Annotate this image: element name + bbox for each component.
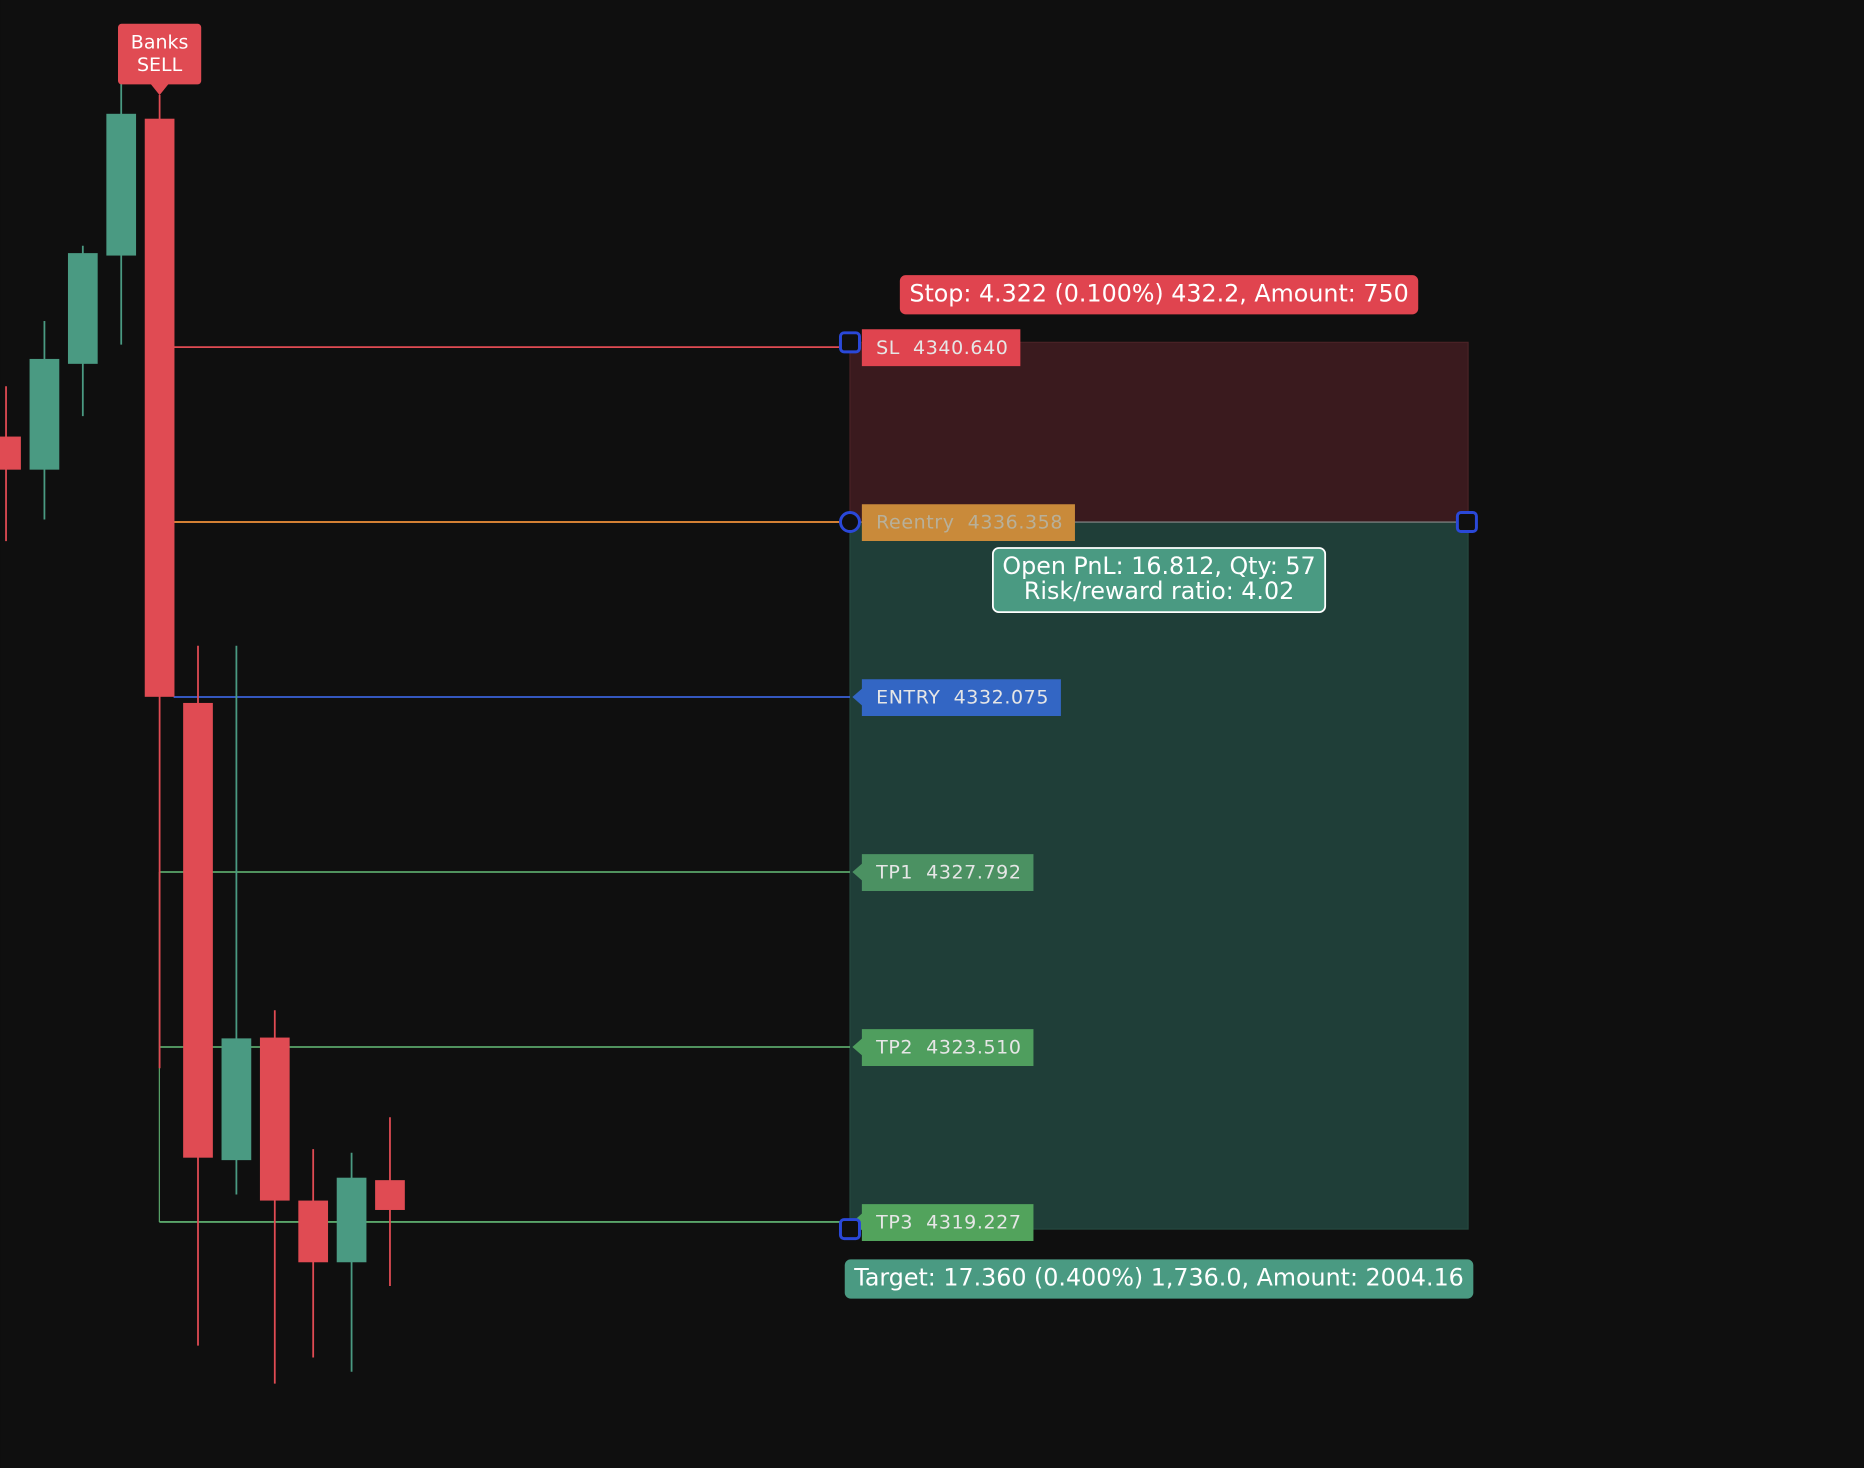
candle-body bbox=[221, 1038, 252, 1161]
pnl-box-text: Open PnL: 16.812, Qty: 57 bbox=[1002, 552, 1315, 580]
level-label-bg bbox=[861, 504, 1075, 542]
level-price: 4323.510 bbox=[926, 1037, 1021, 1059]
target-box: Target: 17.360 (0.400%) 1,736.0, Amount:… bbox=[844, 1259, 1474, 1299]
level-name: ENTRY bbox=[876, 687, 940, 709]
candle-body bbox=[67, 253, 98, 364]
candle-body bbox=[29, 358, 60, 470]
drag-handle[interactable] bbox=[1455, 511, 1478, 534]
level-label: ENTRY 4332.075 bbox=[852, 679, 1061, 717]
level-name: TP2 bbox=[875, 1037, 913, 1059]
drag-handle[interactable] bbox=[838, 1218, 861, 1241]
level-label: SL 4340.640 bbox=[861, 329, 1021, 367]
signal-text: Banks bbox=[131, 31, 189, 53]
level-price: 4319.227 bbox=[926, 1212, 1021, 1234]
candles bbox=[0, 65, 405, 1384]
candle-body bbox=[336, 1177, 367, 1263]
level-labels: SL 4340.640 Reentry 4336.358 ENTRY 4332.075 TP… bbox=[838, 329, 1478, 1241]
level-name: SL bbox=[876, 337, 900, 359]
drag-handle[interactable] bbox=[838, 511, 861, 534]
drag-handle[interactable] bbox=[838, 331, 861, 354]
level-price: 4340.640 bbox=[913, 337, 1008, 359]
level-price: 4332.075 bbox=[954, 687, 1049, 709]
level-name: TP1 bbox=[875, 862, 913, 884]
level-label-bg bbox=[852, 1029, 1034, 1066]
signal-pointer bbox=[150, 83, 170, 96]
target-box-bg bbox=[844, 1259, 1474, 1299]
level-name: TP3 bbox=[875, 1212, 913, 1234]
candle-body bbox=[375, 1180, 405, 1210]
candle-body bbox=[298, 1200, 329, 1263]
candle-body bbox=[106, 113, 137, 256]
level-label-bg bbox=[861, 329, 1021, 367]
candle-body bbox=[144, 118, 175, 697]
level-label: TP2 4323.510 bbox=[852, 1029, 1034, 1066]
level-label-bg bbox=[852, 1204, 1034, 1241]
level-label: Reentry 4336.358 bbox=[861, 504, 1075, 542]
stop-box-text: Stop: 4.322 (0.100%) 432.2, Amount: 750 bbox=[909, 279, 1408, 307]
risk-zone bbox=[849, 341, 1469, 523]
level-price: 4336.358 bbox=[968, 512, 1063, 534]
candle-body bbox=[259, 1037, 290, 1201]
level-label-bg bbox=[852, 679, 1061, 717]
signal-box bbox=[118, 23, 202, 85]
candle-body bbox=[183, 702, 213, 1158]
stop-box: Stop: 4.322 (0.100%) 432.2, Amount: 750 bbox=[899, 275, 1419, 315]
level-label: TP1 4327.792 bbox=[852, 854, 1034, 892]
pnl-box-text: Risk/reward ratio: 4.02 bbox=[1024, 577, 1294, 605]
level-price: 4327.792 bbox=[926, 862, 1021, 884]
stop-box-bg bbox=[899, 275, 1419, 315]
level-label-bg bbox=[852, 854, 1034, 892]
level-label: TP3 4319.227 bbox=[852, 1204, 1034, 1241]
zones bbox=[849, 341, 1469, 1230]
pnl-box-bg bbox=[992, 547, 1327, 614]
level-name: Reentry bbox=[876, 512, 954, 534]
signal-text: SELL bbox=[137, 54, 183, 76]
target-box-text: Target: 17.360 (0.400%) 1,736.0, Amount:… bbox=[853, 1264, 1464, 1292]
candle-body bbox=[0, 436, 21, 470]
